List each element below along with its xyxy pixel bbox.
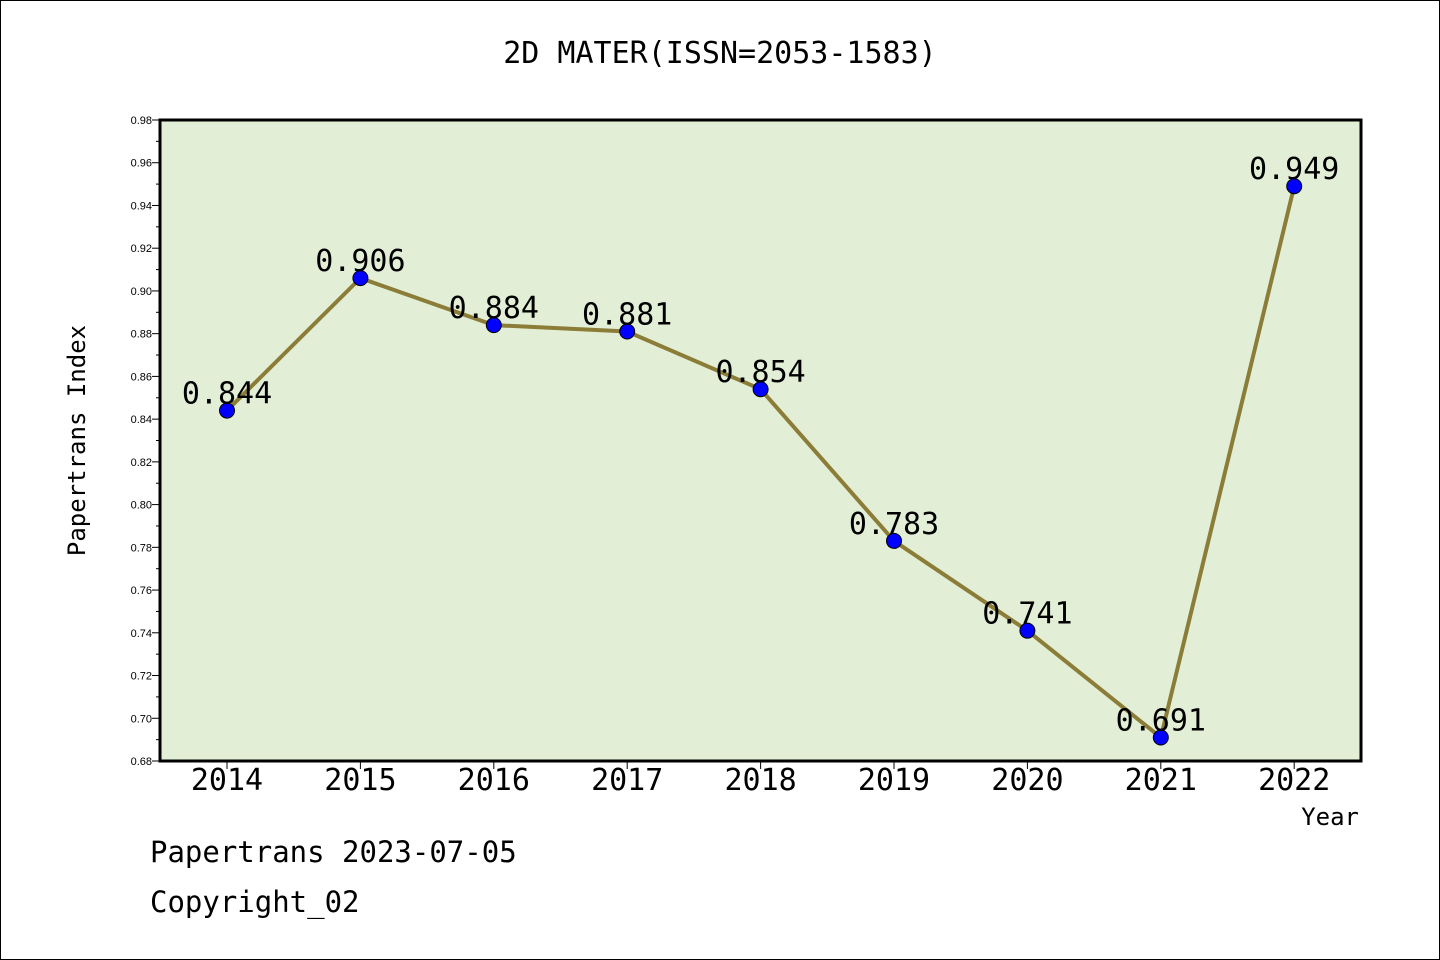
data-point [1019,622,1036,639]
y-tick-label: 0.80 [131,500,152,512]
x-tick-label: 2014 [191,763,263,798]
data-label: 0.844 [182,377,272,412]
x-tick-label: 2021 [1125,763,1197,798]
chart-title: 2D MATER(ISSN=2053-1583) [503,36,937,71]
y-tick-label: 0.74 [131,628,152,640]
data-point [619,323,636,340]
y-tick-label: 0.84 [131,414,152,426]
data-point [1152,729,1169,746]
data-label: 0.741 [982,597,1072,632]
footer-copyright: Copyright_02 [150,885,360,919]
x-axis-label: Year [1301,803,1359,831]
data-label: 0.949 [1249,152,1339,187]
x-tick-label: 2017 [591,763,663,798]
y-tick-label: 0.72 [131,671,152,683]
y-tick-label: 0.92 [131,243,152,255]
data-label: 0.906 [315,244,405,279]
y-tick-label: 0.70 [131,713,152,725]
data-label: 0.783 [849,507,939,542]
data-point [752,381,769,398]
y-tick-label: 0.76 [131,585,152,597]
x-tick-label: 2019 [858,763,930,798]
data-label: 0.884 [449,291,539,326]
data-label: 0.691 [1116,703,1206,738]
x-tick-label: 2022 [1258,763,1330,798]
y-tick-label: 0.90 [131,286,152,298]
y-tick-label: 0.68 [131,756,152,768]
plot-border [158,118,1363,763]
data-label: 0.881 [582,298,672,333]
footer-date: Papertrans 2023-07-05 [150,835,517,869]
data-point [886,532,902,549]
y-tick-label: 0.86 [131,371,152,383]
y-axis-label: Papertrans Index [63,325,91,556]
y-tick-label: 0.78 [131,542,152,554]
x-tick-label: 2018 [724,763,796,798]
x-tick-label: 2016 [458,763,530,798]
plot-area [160,120,1361,761]
x-tick-label: 2020 [991,763,1063,798]
y-tick-label: 0.94 [131,200,152,212]
data-point [1286,178,1303,195]
y-tick-label: 0.96 [131,158,152,170]
y-tick-label: 0.98 [131,115,152,127]
data-point [352,270,369,287]
data-point [219,402,235,419]
y-tick-label: 0.82 [131,457,152,469]
data-label: 0.854 [715,355,805,390]
y-tick-label: 0.88 [131,329,152,341]
x-tick-label: 2015 [324,763,396,798]
data-point [485,317,502,334]
